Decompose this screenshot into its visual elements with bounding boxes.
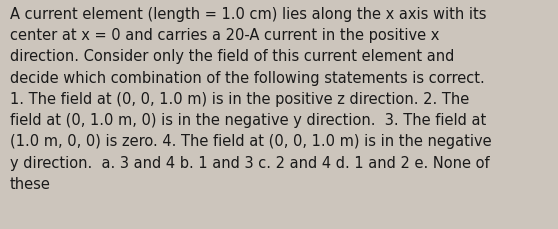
Text: A current element (length = 1.0 cm) lies along the x axis with its
center at x =: A current element (length = 1.0 cm) lies… — [10, 7, 492, 191]
